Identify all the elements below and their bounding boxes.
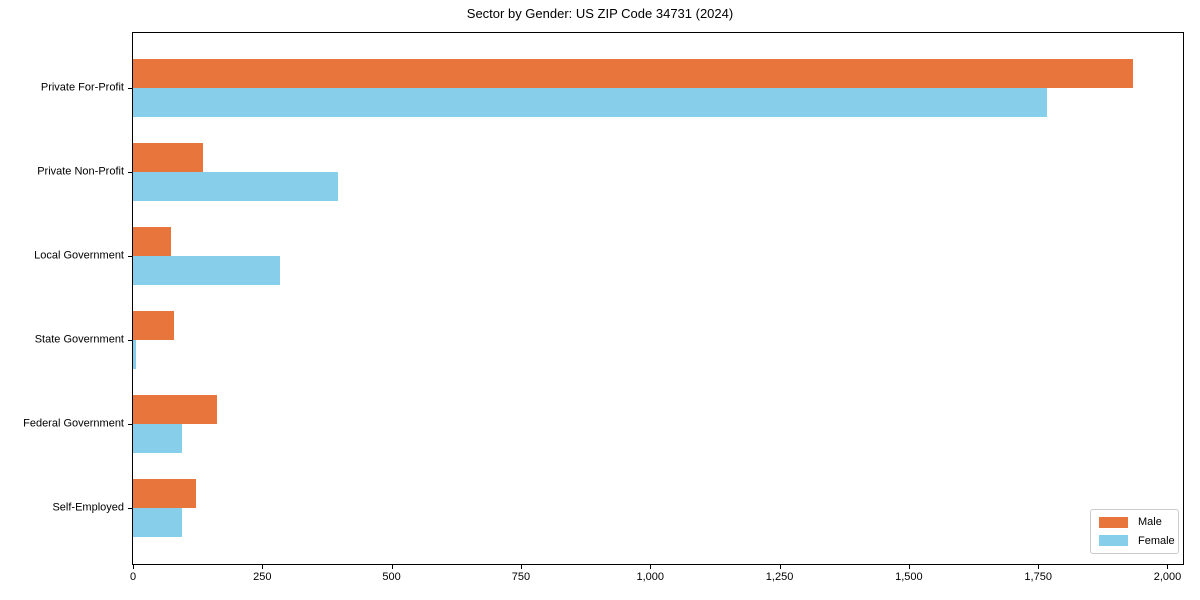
x-tick-mark <box>1167 565 1169 569</box>
y-tick-label-self-employed: Self-Employed <box>52 501 124 514</box>
x-tick-label-1750: 1,750 <box>1024 571 1052 583</box>
x-tick-label-1250: 1,250 <box>765 571 794 583</box>
legend-swatch-female <box>1099 535 1128 547</box>
legend-label-female: Female <box>1138 534 1175 547</box>
bar-female-state-government <box>133 340 136 369</box>
x-tick-mark <box>908 565 910 569</box>
y-tick-mark <box>128 340 132 341</box>
y-tick-label-private-for-profit: Private For-Profit <box>40 81 124 94</box>
bar-female-federal-government <box>133 424 182 453</box>
legend-item-male: Male <box>1099 516 1170 528</box>
y-tick-label-local-government: Local Government <box>34 249 124 262</box>
x-tick-label-1500: 1,500 <box>895 571 923 583</box>
bar-male-federal-government <box>133 395 217 424</box>
y-tick-label-private-non-profit: Private Non-Profit <box>37 165 124 178</box>
y-tick-mark <box>128 424 132 425</box>
x-tick-label-0: 0 <box>129 571 137 583</box>
x-tick-label-250: 250 <box>253 571 272 583</box>
bar-male-self-employed <box>133 479 197 508</box>
x-tick-mark <box>520 565 522 569</box>
y-tick-mark <box>128 256 132 257</box>
bar-male-state-government <box>133 311 175 340</box>
chart-title: Sector by Gender: US ZIP Code 34731 (202… <box>466 6 734 21</box>
plot-area <box>132 32 1184 565</box>
legend-label-male: Male <box>1138 516 1162 529</box>
bar-male-private-non-profit <box>133 143 204 172</box>
x-tick-mark <box>779 565 781 569</box>
y-tick-mark <box>128 172 132 173</box>
bar-male-private-for-profit <box>133 59 1133 88</box>
bar-female-local-government <box>133 256 281 285</box>
x-tick-label-750: 750 <box>511 571 531 583</box>
bar-male-local-government <box>133 227 172 256</box>
x-tick-label-2000: 2,000 <box>1153 571 1182 583</box>
x-tick-label-1000: 1,000 <box>636 571 664 583</box>
x-tick-label-500: 500 <box>382 571 401 583</box>
x-tick-mark <box>650 565 652 569</box>
y-tick-label-federal-government: Federal Government <box>23 417 124 430</box>
y-tick-mark <box>128 508 132 509</box>
y-tick-label-state-government: State Government <box>34 333 124 346</box>
legend-item-female: Female <box>1099 535 1175 547</box>
bar-female-private-non-profit <box>133 172 338 201</box>
y-tick-mark <box>128 88 132 89</box>
legend: Male Female <box>1090 509 1179 554</box>
bar-female-private-for-profit <box>133 88 1047 117</box>
x-tick-mark <box>1038 565 1040 569</box>
x-tick-mark <box>391 565 393 569</box>
x-tick-mark <box>262 565 264 569</box>
x-tick-mark <box>133 565 134 569</box>
legend-swatch-male <box>1099 516 1128 528</box>
bar-female-self-employed <box>133 508 182 537</box>
